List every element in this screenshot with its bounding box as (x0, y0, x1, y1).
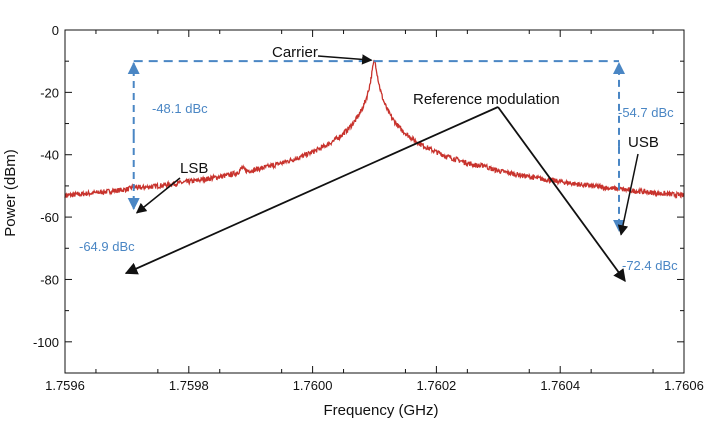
x-tick-label: 1.7604 (540, 378, 580, 393)
usb-relative-dbc-label: -54.7 dBc (618, 105, 674, 120)
x-axis-label: Frequency (GHz) (323, 402, 438, 419)
carrier-label: Carrier (272, 44, 318, 61)
y-tick-label: -40 (40, 148, 59, 163)
axes-layer: 0 -20 -40 -60 -80 -100 1.7596 1.7598 1.7600 1.760… (33, 23, 704, 393)
reference-modulation-arrow-right (497, 106, 626, 283)
reference-modulation-label: Reference modulation (413, 91, 560, 108)
x-tick-label: 1.7598 (169, 378, 209, 393)
y-tick-label: -100 (33, 335, 59, 350)
usb-label: USB (628, 134, 659, 151)
y-tick-label: 0 (52, 23, 59, 38)
usb-reference-dbc-label: -72.4 dBc (622, 258, 678, 273)
plot-frame (64, 29, 685, 374)
annotation-layer (124, 54, 639, 283)
y-axis-label: Power (dBm) (2, 149, 19, 237)
lsb-pointer-arrow (135, 177, 181, 214)
reference-modulation-arrow-left (124, 106, 499, 275)
x-tick-label: 1.7596 (45, 378, 85, 393)
x-tick-label: 1.7600 (293, 378, 333, 393)
spectrum-trace-line (64, 59, 685, 200)
y-tick-label: -20 (40, 85, 59, 100)
lsb-relative-dbc-label: -48.1 dBc (152, 101, 208, 116)
lsb-reference-dbc-label: -64.9 dBc (79, 239, 135, 254)
y-tick-label: -80 (40, 272, 59, 287)
lsb-label: LSB (180, 160, 208, 177)
x-tick-label: 1.7602 (417, 378, 457, 393)
trace-layer (64, 59, 685, 200)
carrier-pointer-arrow (317, 54, 373, 65)
x-tick-label: 1.7606 (664, 378, 704, 393)
y-tick-label: -60 (40, 210, 59, 225)
usb-pointer-arrow (617, 153, 639, 236)
